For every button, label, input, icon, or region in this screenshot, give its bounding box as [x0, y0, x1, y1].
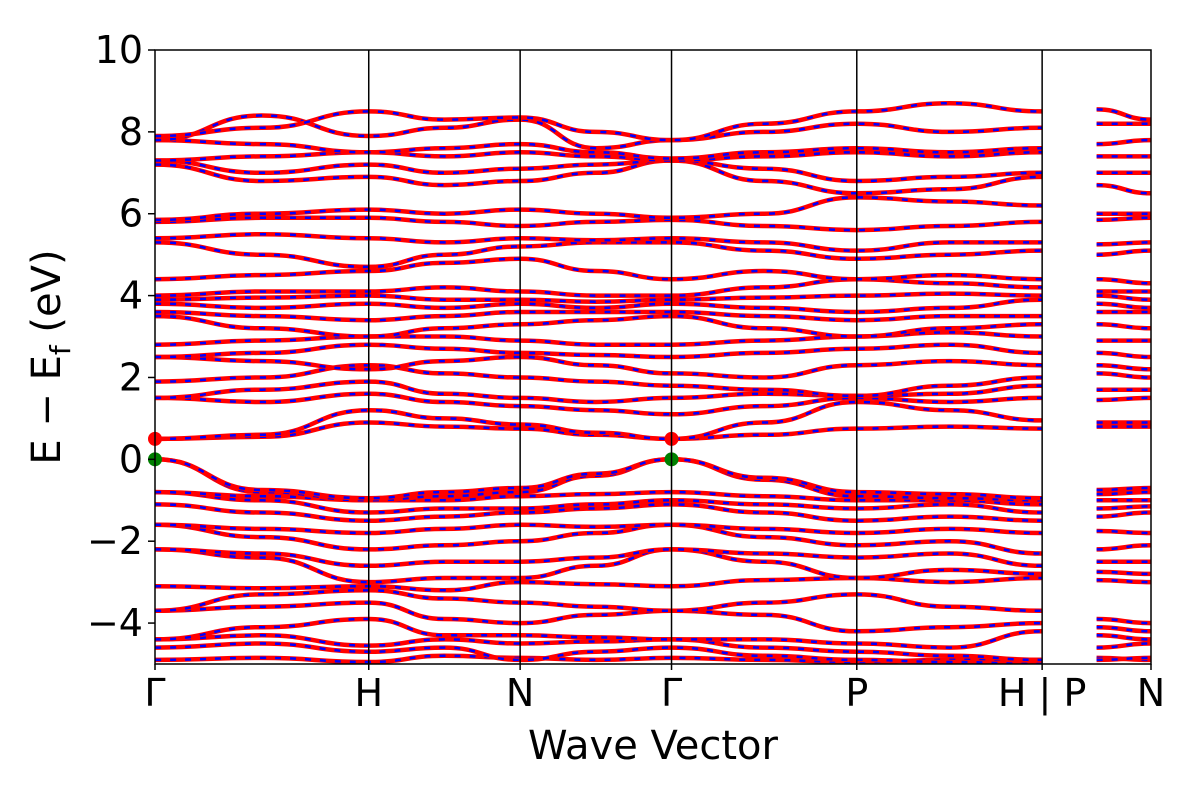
band-spin-down-4 — [155, 601, 1151, 633]
kpoint-lines — [367, 50, 1043, 664]
y-axis-title: E − Ef (eV) — [24, 249, 77, 464]
band-spin-down-24 — [155, 314, 1151, 338]
band-spin-up-23 — [155, 330, 1151, 347]
band-spin-down-3 — [155, 617, 1151, 649]
band-spin-down-16 — [155, 421, 1151, 441]
bands-layer — [155, 100, 1151, 664]
y-tick-label-3: 2 — [119, 355, 143, 399]
band-spin-down-22 — [155, 343, 1151, 359]
y-axis-title-sub: f — [44, 344, 77, 355]
band-spin-up-4 — [155, 600, 1151, 634]
band-spin-down-28 — [155, 277, 1151, 297]
band-spin-down-5 — [155, 589, 1151, 625]
band-spin-down-12 — [155, 490, 1151, 514]
band-spin-down-31 — [155, 232, 1151, 252]
y-tick-label-1: −2 — [87, 519, 143, 563]
band-spin-down-7 — [155, 548, 1151, 584]
band-spin-down-34 — [155, 159, 1151, 195]
band-spin-up-30 — [155, 240, 1151, 270]
band-spin-up-34 — [155, 158, 1151, 196]
band-spin-down-39 — [155, 101, 1151, 142]
band-spin-down-9 — [155, 523, 1151, 555]
x-tick-label-3: Γ — [661, 671, 682, 715]
band-spin-down-10 — [155, 523, 1151, 535]
x-tick-label-5: H | P — [998, 671, 1086, 716]
band-spin-down-21 — [155, 355, 1151, 379]
x-tick-label-6: N — [1137, 671, 1165, 715]
band-spin-down-32 — [155, 216, 1151, 232]
x-axis-ticks: Γ H N Γ P H | P N — [144, 664, 1165, 716]
y-tick-label-2: 0 — [119, 437, 143, 481]
band-spin-up-11 — [155, 502, 1151, 523]
band-spin-down-26 — [155, 298, 1151, 314]
band-spin-down-36 — [155, 151, 1151, 162]
band-spin-down-38 — [155, 114, 1151, 150]
y-tick-label-0: −4 — [87, 601, 143, 645]
y-axis-title-unit: (eV) — [24, 249, 70, 345]
plot-frame — [154, 49, 1152, 665]
band-spin-down-20 — [155, 363, 1151, 398]
band-spin-down-19 — [155, 380, 1151, 404]
band-spin-down-37 — [155, 138, 1151, 160]
band-spin-up-38 — [155, 113, 1151, 151]
band-spin-up-20 — [155, 362, 1151, 399]
y-tick-label-5: 6 — [119, 192, 143, 236]
x-tick-label-0: Γ — [144, 671, 165, 715]
band-spin-down-25 — [155, 310, 1151, 322]
band-spin-down-33 — [155, 196, 1151, 222]
band-spin-down-17 — [155, 400, 1151, 441]
band-spin-down-29 — [155, 257, 1151, 285]
band-spin-down-2 — [155, 634, 1151, 662]
band-spin-down-8 — [155, 548, 1151, 568]
y-tick-label-7: 10 — [95, 28, 143, 72]
y-tick-label-4: 4 — [119, 274, 143, 318]
band-spin-down-1 — [155, 642, 1151, 664]
band-spin-down-35 — [155, 159, 1151, 183]
y-axis-ticks: −4 −2 0 2 4 6 8 10 — [87, 28, 155, 645]
band-spin-down-6 — [155, 576, 1151, 592]
band-spin-up-29 — [155, 256, 1151, 286]
x-tick-label-4: P — [845, 671, 868, 715]
y-tick-label-6: 8 — [119, 110, 143, 154]
band-spin-down-18 — [155, 392, 1151, 416]
band-spin-down-13 — [155, 490, 1151, 506]
x-tick-label-1: H — [354, 671, 383, 715]
band-spin-up-6 — [155, 575, 1151, 593]
x-tick-label-2: N — [506, 671, 534, 715]
band-spin-down-30 — [155, 241, 1151, 269]
y-axis-title-main: E − E — [24, 355, 70, 465]
band-spin-down-27 — [155, 292, 1151, 303]
band-spin-down-15 — [155, 458, 1151, 500]
x-axis-title: Wave Vector — [528, 723, 779, 769]
band-spin-down-11 — [155, 503, 1151, 522]
